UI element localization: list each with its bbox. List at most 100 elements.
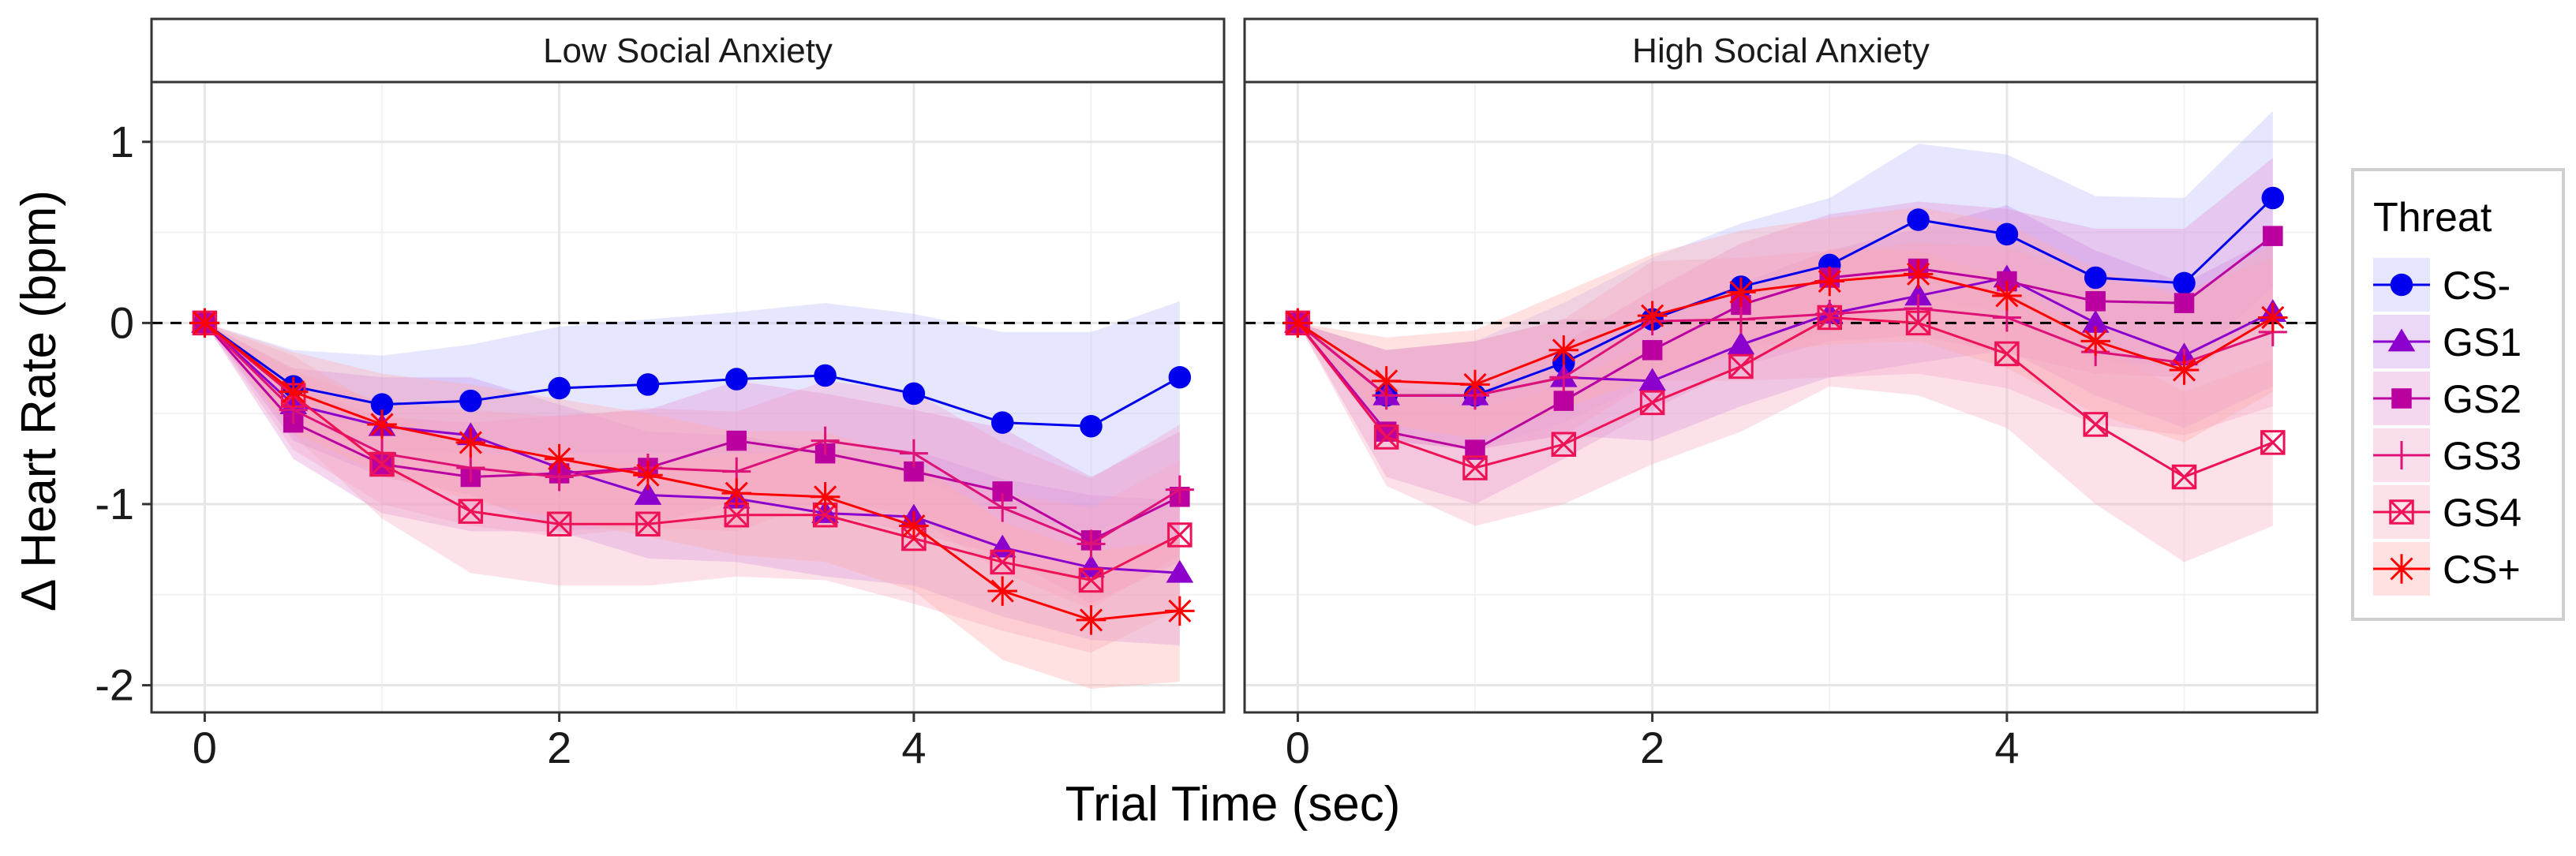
- band-GS4: [204, 323, 1180, 653]
- point-CS+-9-d: [2084, 329, 2107, 353]
- band-CS+: [204, 323, 1180, 690]
- legend-key-marker: [2387, 441, 2416, 469]
- point-CS+-4: [1637, 301, 1668, 331]
- point-CS+-8-d: [1995, 284, 2019, 308]
- legend-item-GS3: GS3: [2373, 428, 2522, 482]
- point-GS4-9: [990, 549, 1015, 575]
- legend-item-CS+: CS+: [2373, 542, 2521, 596]
- band-CS+: [1297, 207, 2273, 443]
- point-GS4-11-d2: [2260, 430, 2286, 455]
- point-CS+-1: [1371, 366, 1402, 396]
- point-CS+-6-d: [1818, 269, 1841, 293]
- panel-strip: [1243, 17, 2319, 84]
- series-line-GS2: [204, 322, 1181, 542]
- legend-key-marker: [2389, 499, 2414, 525]
- point-GS4-10-box: [2171, 464, 2197, 490]
- point-GS4-6-d2: [1817, 305, 1842, 330]
- legend-label: GS1: [2443, 320, 2522, 364]
- panel-low-social-anxiety: Low Social Anxiety 0 2 4 1 0 -1 -2: [95, 17, 1226, 772]
- point-GS4-5-d2: [635, 511, 661, 536]
- point-GS4-10-d2: [2172, 465, 2196, 489]
- legend-label: CS-: [2443, 264, 2510, 308]
- band-CS-: [204, 301, 1180, 532]
- point-GS4-9-box: [2083, 412, 2108, 437]
- point-GS4-7-box: [1905, 310, 1931, 336]
- legend-key-marker: [2387, 328, 2416, 352]
- point-GS4-5-box: [1728, 353, 1754, 379]
- point-GS4-11-d2: [1167, 522, 1193, 548]
- point-CS--11: [1168, 365, 1192, 389]
- point-GS4-5-box: [635, 511, 661, 536]
- point-CS+-6-d: [724, 481, 748, 505]
- point-CS+-11-d: [1168, 599, 1192, 622]
- series-line-GS1: [204, 322, 1180, 574]
- point-GS4-1-box: [1373, 424, 1399, 450]
- x-tick-label: 0: [1286, 723, 1310, 772]
- point-CS+-3-d: [459, 431, 482, 454]
- point-GS4-2: [369, 451, 395, 477]
- point-GS4-9: [2083, 412, 2108, 437]
- point-CS--4: [548, 376, 571, 400]
- point-GS4-3-box: [1551, 432, 1577, 457]
- point-GS4-7: [1905, 310, 1931, 336]
- point-GS3-8: [899, 439, 928, 468]
- legend-box: [2351, 168, 2565, 621]
- point-GS4-3-d2: [1552, 432, 1576, 457]
- point-CS--2: [370, 393, 394, 416]
- legend-item-CS-: CS-: [2373, 258, 2510, 312]
- point-CS+-10-d: [1079, 608, 1103, 632]
- point-GS2-9: [2085, 291, 2106, 312]
- legend-key-marker-d: [2390, 557, 2413, 581]
- point-GS2-11: [2263, 226, 2283, 246]
- point-GS4-4: [546, 511, 572, 536]
- point-GS4-3-d2: [459, 499, 483, 524]
- point-GS4-2-d2: [1462, 455, 1488, 480]
- point-CS+-4-d: [1641, 304, 1664, 327]
- panel-title: High Social Anxiety: [1632, 32, 1930, 70]
- point-GS4-7-d2: [813, 503, 837, 528]
- panel-title: Low Social Anxiety: [543, 32, 833, 70]
- point-GS4-11-box: [2260, 430, 2286, 455]
- legend-key-marker-box: [2389, 499, 2414, 525]
- x-tick-label: 2: [547, 723, 571, 772]
- series-line-GS2: [1297, 234, 2274, 451]
- markers-CS+: [189, 308, 1195, 635]
- point-GS4-3-box: [458, 499, 484, 524]
- legend: Threat CS- GS1 GS2 GS3 GS4 CS+: [2351, 168, 2565, 621]
- point-CS+-2-d: [370, 413, 394, 436]
- point-CS+-0-d: [1286, 311, 1309, 335]
- point-GS4-4-box: [546, 511, 572, 536]
- x-axis-label: Trial Time (sec): [1065, 777, 1401, 832]
- point-GS3-7: [811, 426, 840, 455]
- point-CS+-4: [544, 443, 575, 474]
- point-GS4-9-box: [990, 549, 1015, 575]
- point-CS--6: [725, 368, 748, 391]
- legend-label: GS3: [2443, 434, 2522, 478]
- point-CS+-0: [189, 308, 220, 338]
- point-GS4-10: [2171, 464, 2197, 490]
- panel-strip: [150, 17, 1226, 84]
- point-GS4-4-d2: [1640, 391, 1664, 415]
- point-GS4-11: [1167, 522, 1193, 548]
- legend-item-GS1: GS1: [2373, 315, 2522, 368]
- point-CS--11: [2261, 186, 2285, 210]
- point-CS--8: [902, 382, 926, 406]
- point-GS3-9: [988, 493, 1017, 522]
- point-GS3-11: [1165, 475, 1194, 504]
- point-GS4-2: [1462, 455, 1488, 480]
- point-CS+-6: [721, 478, 752, 508]
- point-GS4-10: [1078, 567, 1104, 593]
- point-CS--9: [990, 411, 1014, 434]
- point-CS+-10: [1076, 605, 1106, 635]
- point-GS4-6: [1817, 305, 1843, 331]
- point-GS4-6-d2: [724, 503, 749, 528]
- point-GS2-4: [1642, 340, 1663, 361]
- point-GS4-8-box: [1994, 341, 2020, 367]
- point-GS4-5-d2: [1728, 354, 1754, 379]
- point-GS4-11-box: [1167, 522, 1193, 548]
- panels-layer: Low Social Anxiety 0 2 4 1 0 -1 -2 High Social A…: [95, 17, 2319, 772]
- band-GS1: [1297, 205, 2273, 450]
- point-GS4-4: [1639, 390, 1665, 416]
- point-GS3-5: [1726, 305, 1755, 334]
